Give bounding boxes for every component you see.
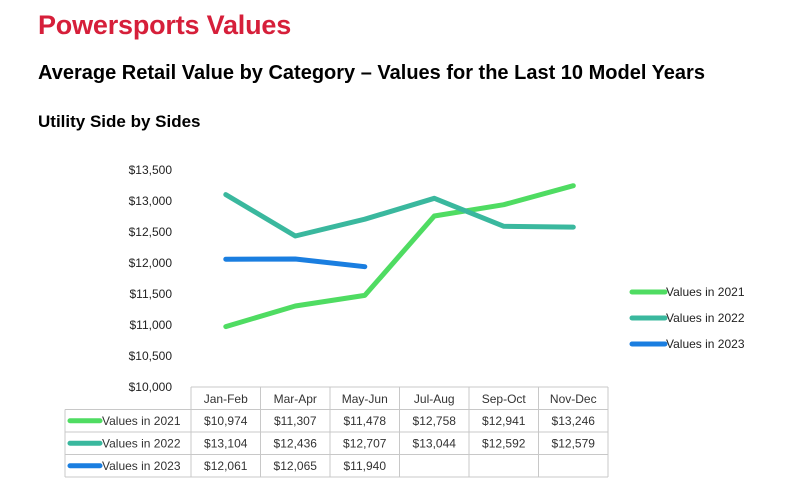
legend: Values in 2021 Values in 2022 Values in 20… [629, 285, 745, 351]
brand-title: Powersports Values [38, 10, 292, 40]
x-tick-label: Mar-Apr [274, 392, 317, 406]
data-label: $12,061 [204, 459, 248, 473]
series-line [223, 183, 576, 330]
table-row-label: Values in 2021 [102, 414, 181, 428]
y-tick-label: $10,500 [129, 349, 173, 363]
data-label: $12,758 [413, 414, 457, 428]
y-axis: $10,000 $10,500 $11,000 $11,500 $12,000 $12,5… [129, 163, 173, 394]
y-tick-label: $12,500 [129, 225, 173, 239]
data-label: $12,592 [482, 436, 526, 450]
legend-label: Values in 2021 [666, 285, 745, 299]
y-tick-label: $11,500 [130, 287, 173, 301]
x-tick-label: Sep-Oct [482, 392, 527, 406]
data-label: $11,307 [274, 414, 317, 428]
data-label: $12,707 [343, 436, 387, 450]
data-label: $13,246 [552, 414, 596, 428]
series-line [223, 256, 368, 270]
x-tick-label: Jul-Aug [414, 392, 455, 406]
data-table: Jan-Feb Mar-Apr May-Jun Jul-Aug Sep-Oct Nov-D… [64, 386, 609, 478]
legend-label: Values in 2023 [666, 337, 745, 351]
table-row-label: Values in 2023 [102, 459, 181, 473]
data-label: $12,436 [274, 436, 318, 450]
x-tick-label: Nov-Dec [550, 392, 597, 406]
section-title: Utility Side by Sides [38, 112, 201, 131]
y-tick-label: $11,000 [130, 318, 173, 332]
x-tick-label: May-Jun [342, 392, 388, 406]
x-tick-label: Jan-Feb [204, 392, 248, 406]
data-label: $12,579 [552, 436, 596, 450]
y-tick-label: $13,000 [129, 194, 173, 208]
data-label: $12,065 [274, 459, 318, 473]
data-label: $13,104 [204, 436, 248, 450]
y-tick-label: $12,000 [129, 256, 173, 270]
legend-label: Values in 2022 [666, 311, 745, 325]
data-label: $11,478 [344, 414, 387, 428]
chart-subtitle: Average Retail Value by Category – Value… [38, 62, 705, 84]
y-tick-label: $10,000 [129, 380, 173, 394]
table-row-label: Values in 2022 [102, 436, 181, 450]
data-label: $11,940 [344, 459, 387, 473]
series-line [223, 192, 576, 239]
data-label: $13,044 [413, 436, 457, 450]
y-tick-label: $13,500 [129, 163, 173, 177]
data-label: $10,974 [204, 414, 248, 428]
series-lines [223, 183, 576, 330]
data-label: $12,941 [482, 414, 526, 428]
